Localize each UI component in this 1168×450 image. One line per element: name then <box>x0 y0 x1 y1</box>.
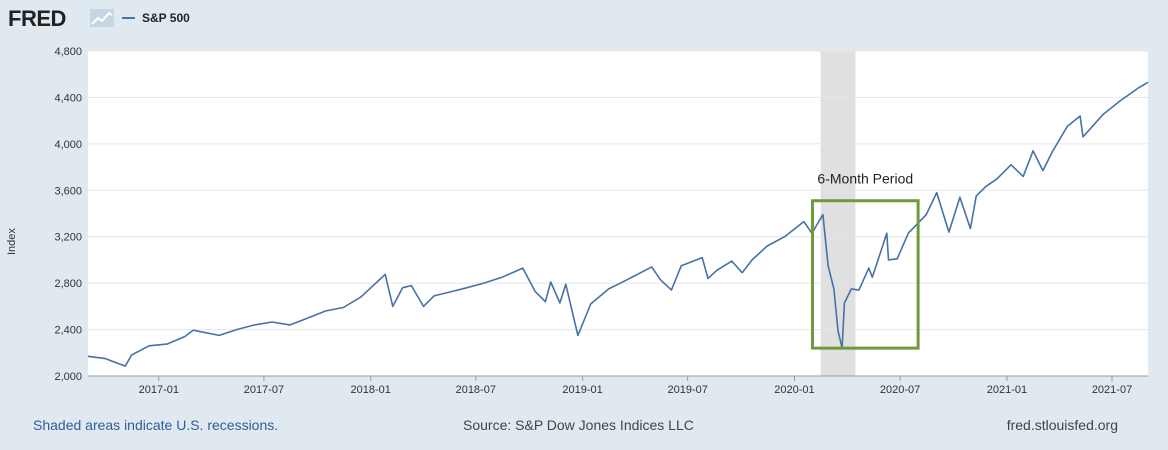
legend-swatch-icon <box>122 17 135 19</box>
site-text: fred.stlouisfed.org <box>1006 417 1118 433</box>
y-tick-label: 4,400 <box>54 92 82 104</box>
y-tick-label: 2,800 <box>54 278 82 290</box>
legend-label: S&P 500 <box>142 11 190 25</box>
x-tick-label: 2017-01 <box>139 384 179 396</box>
fred-chart-icon <box>90 9 114 27</box>
fred-logo[interactable]: FRED <box>8 6 66 31</box>
series-line-sp500 <box>87 81 1149 367</box>
chart-legend[interactable]: S&P 500 <box>122 11 190 25</box>
source-text: Source: S&P Dow Jones Indices LLC <box>463 417 694 433</box>
line-chart[interactable]: 2,000 2,400 2,800 3,200 3,600 4,000 4,400 4,800… <box>0 40 1168 410</box>
recession-shade <box>820 51 856 376</box>
chart-header: FRED S&P 500 <box>0 0 1168 40</box>
x-tick-label: 2021-07 <box>1092 384 1132 396</box>
y-tick-label: 2,000 <box>54 371 82 383</box>
annotation-label: 6-Month Period <box>817 171 913 187</box>
chart-area: Index 2,000 2,400 2,800 3,200 3,600 4,000 4,40… <box>0 40 1168 410</box>
x-tick-label: 2019-07 <box>667 384 707 396</box>
x-tick-label: 2020-07 <box>880 384 920 396</box>
chart-footer: Shaded areas indicate U.S. recessions. S… <box>0 410 1168 450</box>
x-tick-label: 2020-01 <box>774 384 814 396</box>
six-month-period-box <box>810 199 920 350</box>
plot-background <box>88 51 1148 376</box>
x-tick-label: 2021-01 <box>987 384 1027 396</box>
x-tick-label: 2018-01 <box>351 384 391 396</box>
y-tick-label: 3,200 <box>54 232 82 244</box>
y-tick-label: 4,000 <box>54 139 82 151</box>
x-tick-label: 2019-01 <box>562 384 602 396</box>
y-tick-label: 2,400 <box>54 325 82 337</box>
y-tick-label: 3,600 <box>54 185 82 197</box>
y-axis-label: Index <box>6 228 18 255</box>
x-tick-label: 2018-07 <box>456 384 496 396</box>
y-tick-label: 4,800 <box>54 46 82 58</box>
recession-note-link[interactable]: Shaded areas indicate U.S. recessions. <box>33 417 279 433</box>
x-tick-label: 2017-07 <box>244 384 284 396</box>
